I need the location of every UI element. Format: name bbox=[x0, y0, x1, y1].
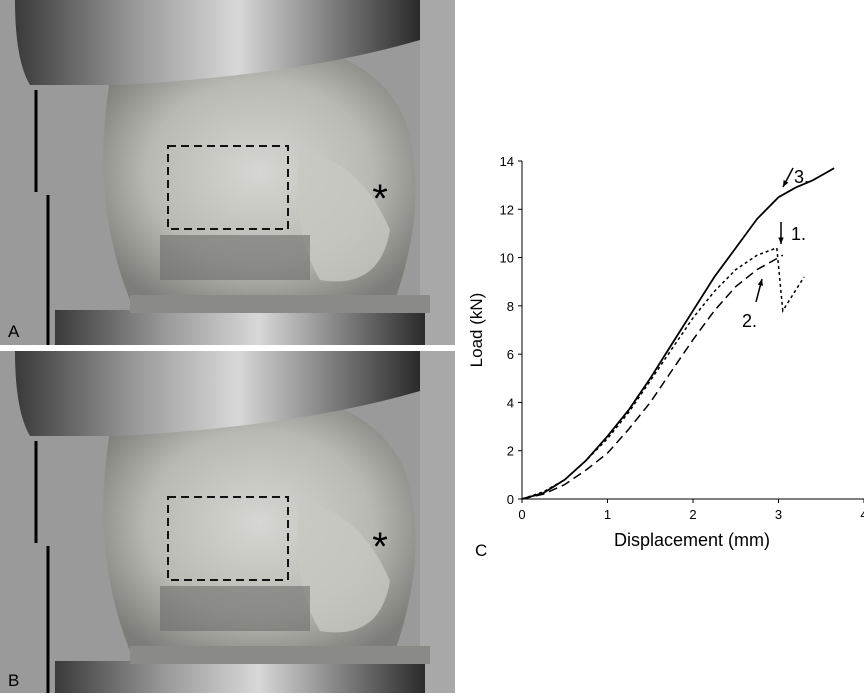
y-tick-label: 14 bbox=[500, 154, 514, 169]
panel-label: A bbox=[8, 322, 20, 341]
y-tick-label: 6 bbox=[507, 347, 514, 362]
y-axis-label: Load (kN) bbox=[467, 293, 486, 368]
x-tick-label: 3 bbox=[775, 507, 782, 522]
panel-label: B bbox=[8, 671, 19, 690]
asterisk: * bbox=[372, 525, 388, 569]
x-axis-label: Displacement (mm) bbox=[614, 530, 770, 550]
photo-a bbox=[0, 0, 455, 345]
annotation: 3. bbox=[794, 167, 809, 187]
y-tick-label: 0 bbox=[507, 492, 514, 507]
panel-label: C bbox=[475, 541, 487, 560]
x-tick-label: 0 bbox=[518, 507, 525, 522]
y-tick-label: 12 bbox=[500, 202, 514, 217]
line-series bbox=[522, 168, 834, 499]
x-tick-label: 1 bbox=[604, 507, 611, 522]
y-tick-label: 4 bbox=[507, 395, 514, 410]
annotation: 2. bbox=[742, 311, 757, 331]
y-tick-label: 8 bbox=[507, 299, 514, 314]
annotation: 1. bbox=[791, 224, 806, 244]
x-tick-label: 2 bbox=[689, 507, 696, 522]
asterisk: * bbox=[372, 177, 388, 221]
figure: A * B * C Displacement (mm) Load (kN) 0 2… bbox=[0, 0, 864, 693]
y-tick-label: 10 bbox=[500, 251, 514, 266]
y-tick-label: 2 bbox=[507, 444, 514, 459]
arrow-head bbox=[778, 238, 783, 244]
x-tick-label: 4 bbox=[860, 507, 864, 522]
photo-b bbox=[0, 351, 455, 693]
